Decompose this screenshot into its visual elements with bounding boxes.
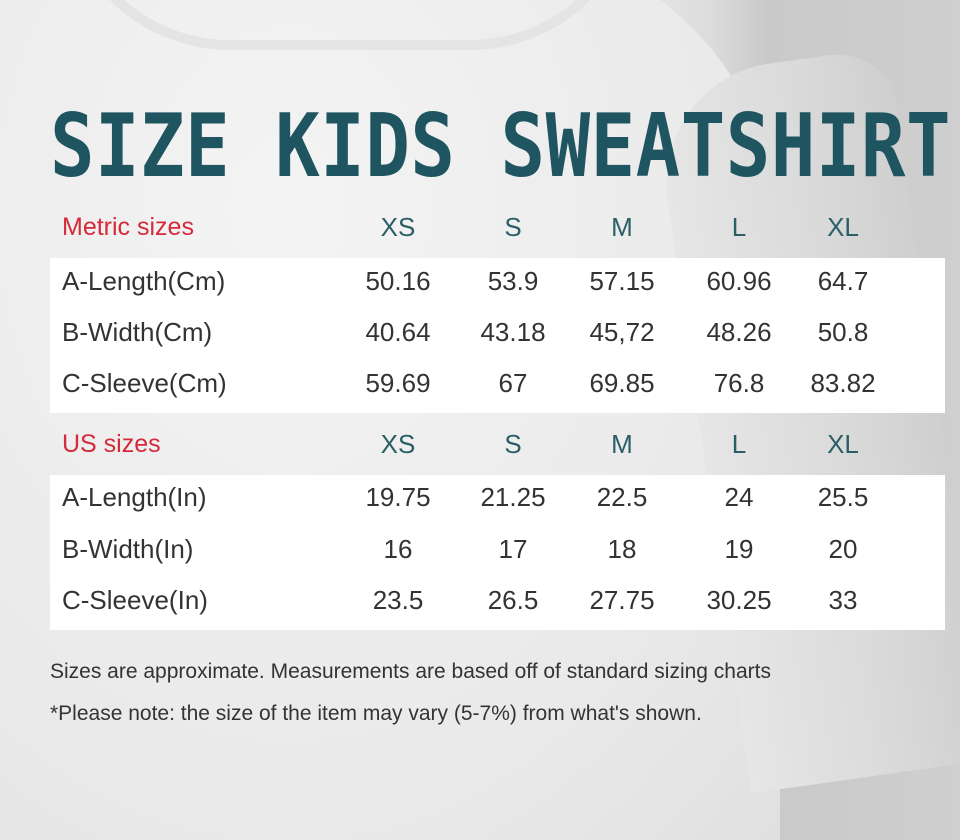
us-row-label: A-Length(In) bbox=[62, 482, 207, 512]
us-section-label: US sizes bbox=[62, 430, 161, 458]
us-table-cell: 30.25 bbox=[706, 585, 772, 615]
metric-row-label: C-Sleeve(Cm) bbox=[62, 368, 227, 398]
us-size-header: M bbox=[611, 429, 633, 459]
metric-table-cell: 43.18 bbox=[480, 317, 546, 347]
metric-table-cell: 48.26 bbox=[706, 317, 772, 347]
metric-table-cell: 60.96 bbox=[706, 266, 772, 296]
metric-table-body bbox=[50, 258, 945, 413]
note-approximate: Sizes are approximate. Measurements are … bbox=[50, 660, 771, 683]
us-size-header: XS bbox=[380, 429, 416, 459]
us-row-label: B-Width(In) bbox=[62, 534, 194, 564]
metric-table-cell: 50.16 bbox=[365, 266, 431, 296]
metric-table-cell: 50.8 bbox=[817, 317, 869, 347]
us-table-cell: 21.25 bbox=[480, 482, 546, 512]
us-table-cell: 19 bbox=[724, 534, 754, 564]
page-title: SIZE KIDS SWEATSHIRT bbox=[50, 96, 952, 198]
metric-size-header: M bbox=[611, 212, 633, 242]
metric-table-cell: 64.7 bbox=[817, 266, 869, 296]
us-row-label: C-Sleeve(In) bbox=[62, 585, 208, 615]
metric-size-header: XL bbox=[827, 212, 859, 242]
us-size-header: XL bbox=[827, 429, 859, 459]
metric-table-cell: 83.82 bbox=[810, 368, 876, 398]
metric-row-label: A-Length(Cm) bbox=[62, 266, 226, 296]
metric-table-cell: 40.64 bbox=[365, 317, 431, 347]
us-table-cell: 16 bbox=[383, 534, 413, 564]
metric-size-header: L bbox=[731, 212, 747, 242]
us-table-cell: 23.5 bbox=[372, 585, 424, 615]
sweatshirt-background bbox=[0, 0, 780, 840]
us-table-cell: 27.75 bbox=[589, 585, 655, 615]
metric-size-header: S bbox=[504, 212, 522, 242]
metric-size-header: XS bbox=[380, 212, 416, 242]
metric-table-cell: 59.69 bbox=[365, 368, 431, 398]
us-table-cell: 26.5 bbox=[487, 585, 539, 615]
us-table-cell: 19.75 bbox=[365, 482, 431, 512]
us-table-cell: 18 bbox=[607, 534, 637, 564]
metric-table-cell: 76.8 bbox=[713, 368, 765, 398]
note-variance: *Please note: the size of the item may v… bbox=[50, 702, 702, 725]
us-table-cell: 33 bbox=[828, 585, 858, 615]
us-table-cell: 20 bbox=[828, 534, 858, 564]
metric-table-cell: 69.85 bbox=[589, 368, 655, 398]
us-table-cell: 22.5 bbox=[596, 482, 648, 512]
metric-table-cell: 67 bbox=[498, 368, 528, 398]
us-size-header: L bbox=[731, 429, 747, 459]
metric-section-label: Metric sizes bbox=[62, 213, 194, 241]
us-table-cell: 17 bbox=[498, 534, 528, 564]
metric-table-cell: 45,72 bbox=[589, 317, 655, 347]
us-table-body bbox=[50, 475, 945, 630]
metric-row-label: B-Width(Cm) bbox=[62, 317, 213, 347]
metric-table-cell: 53.9 bbox=[487, 266, 539, 296]
us-size-header: S bbox=[504, 429, 522, 459]
metric-table-cell: 57.15 bbox=[589, 266, 655, 296]
us-table-cell: 24 bbox=[724, 482, 754, 512]
us-table-cell: 25.5 bbox=[817, 482, 869, 512]
